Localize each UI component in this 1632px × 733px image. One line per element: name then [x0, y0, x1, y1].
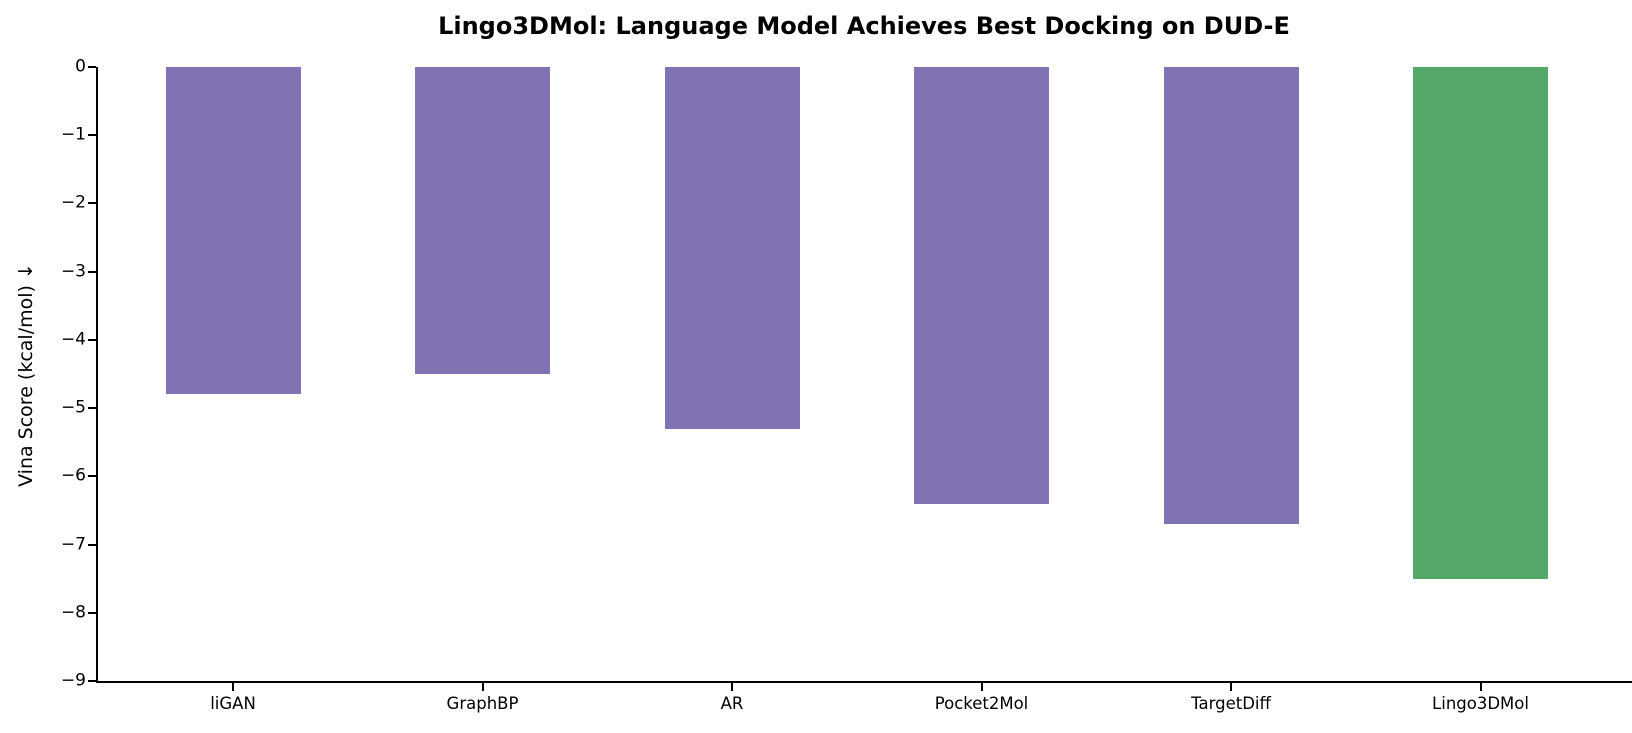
x-tick-label: Lingo3DMol [1432, 694, 1529, 713]
y-tick-label: −3 [60, 261, 86, 282]
y-axis-tick [88, 338, 96, 341]
y-axis-tick [88, 66, 96, 68]
y-axis-label: Vina Score (kcal/mol) ↓ [15, 263, 37, 487]
y-tick-label: −4 [60, 329, 86, 350]
y-tick-label: −2 [60, 192, 86, 213]
bar-GraphBP [415, 67, 550, 374]
x-tick-label: GraphBP [446, 694, 519, 713]
x-tick-label: liGAN [210, 694, 256, 713]
x-axis-tick [481, 683, 484, 691]
y-tick-label: −9 [60, 670, 86, 691]
y-axis-tick [88, 202, 96, 205]
y-axis-tick [88, 407, 96, 410]
y-tick-label: −1 [60, 124, 86, 145]
y-tick-label: 0 [75, 56, 86, 77]
y-axis-tick [88, 680, 96, 682]
bar-AR [664, 67, 800, 429]
y-axis-tick [88, 543, 96, 546]
y-tick-label: −5 [60, 397, 86, 418]
x-tick-label: AR [720, 694, 744, 713]
y-tick-label: −7 [60, 534, 86, 555]
y-axis-tick [88, 611, 96, 614]
x-axis-tick [232, 683, 234, 691]
bar-liGAN [165, 67, 301, 395]
bar-TargetDiff [1163, 67, 1299, 525]
x-tick-label: Pocket2Mol [934, 694, 1029, 713]
x-axis-tick [980, 683, 983, 691]
y-axis-tick [88, 475, 96, 478]
x-axis-tick [731, 683, 733, 691]
x-tick-label: TargetDiff [1191, 694, 1271, 713]
bar-Pocket2Mol [914, 67, 1049, 504]
y-axis-tick [88, 134, 96, 137]
bar-Lingo3DMol [1413, 67, 1548, 579]
y-tick-label: −8 [60, 602, 86, 623]
x-axis-tick [1230, 683, 1232, 691]
x-axis-tick [1479, 683, 1482, 691]
y-tick-label: −6 [60, 465, 86, 486]
y-axis-tick [88, 270, 96, 273]
chart-title: Lingo3DMol: Language Model Achieves Best… [438, 12, 1290, 40]
plot-area: liGAN GraphBP AR Pocket2Mol TargetDiff Lingo3… [61, 58, 1632, 713]
